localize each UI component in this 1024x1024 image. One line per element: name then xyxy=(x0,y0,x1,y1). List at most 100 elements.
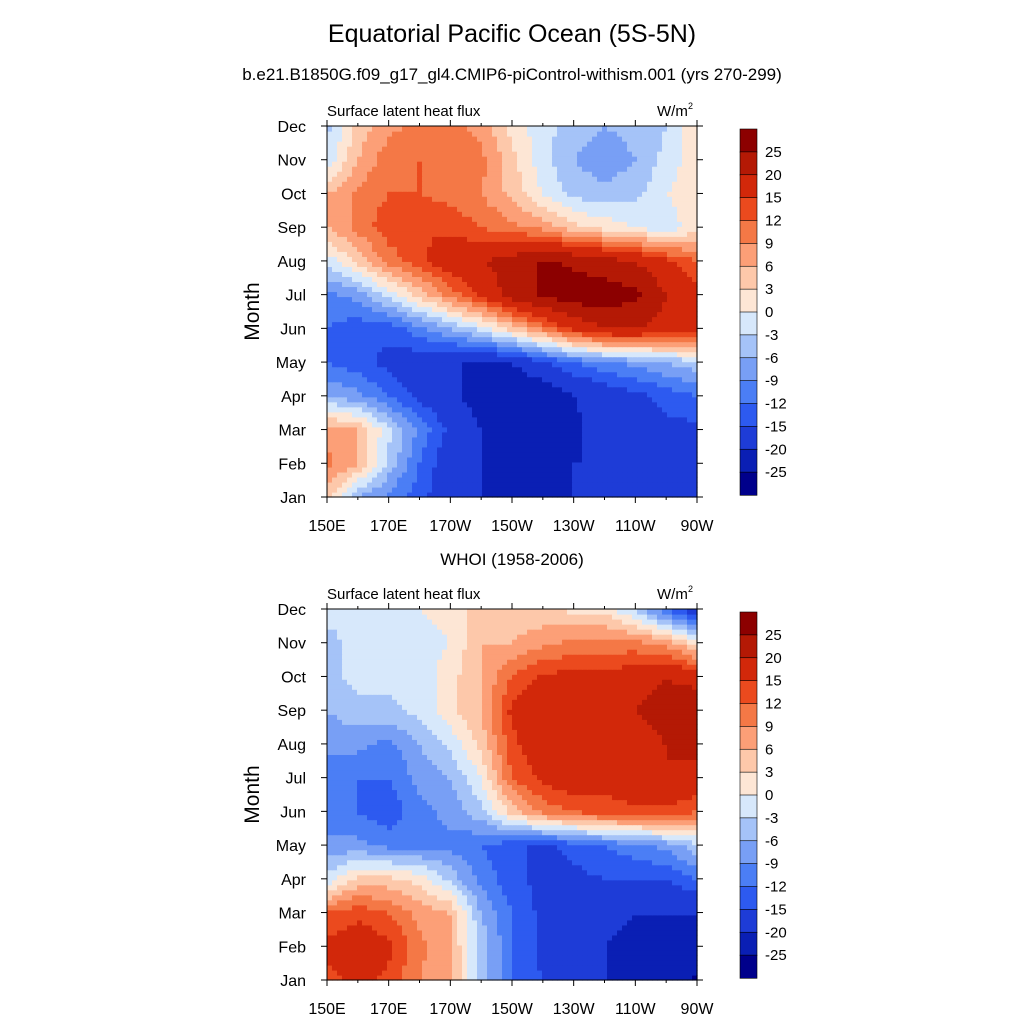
heatmap-cell xyxy=(572,336,578,343)
heatmap-cell xyxy=(572,236,578,242)
heatmap-cell xyxy=(672,381,678,388)
heatmap-cell xyxy=(577,251,583,257)
heatmap-cell xyxy=(687,201,693,207)
heatmap-cell xyxy=(642,336,648,343)
heatmap-cell xyxy=(327,416,333,423)
heatmap-cell xyxy=(607,276,613,283)
heatmap-cell xyxy=(602,301,608,308)
heatmap-cell xyxy=(442,396,448,403)
heatmap-cell xyxy=(347,376,353,383)
heatmap-cell xyxy=(542,461,548,468)
heatmap-cell xyxy=(447,486,453,493)
heatmap-cell xyxy=(342,171,348,177)
heatmap-cell xyxy=(487,411,493,418)
heatmap-cell xyxy=(597,216,603,222)
heatmap-cell xyxy=(647,336,653,343)
heatmap-cell xyxy=(497,251,503,257)
heatmap-cell xyxy=(557,266,563,272)
heatmap-cell xyxy=(342,201,348,207)
heatmap-cell xyxy=(457,446,463,453)
heatmap-cell xyxy=(612,376,618,383)
heatmap-cell xyxy=(667,161,673,167)
heatmap-cell xyxy=(397,476,403,483)
heatmap-cell xyxy=(412,221,418,227)
heatmap-cell xyxy=(587,356,593,363)
heatmap-cell xyxy=(422,456,428,463)
heatmap-cell xyxy=(462,161,468,167)
heatmap-cell xyxy=(627,256,633,262)
heatmap-cell xyxy=(427,471,433,478)
heatmap-cell xyxy=(612,271,618,277)
heatmap-cell xyxy=(472,206,478,212)
heatmap-cell xyxy=(532,291,538,298)
heatmap-cell xyxy=(432,156,438,162)
heatmap-cell xyxy=(357,251,363,257)
heatmap-cell xyxy=(372,311,378,318)
heatmap-cell xyxy=(412,196,418,202)
heatmap-cell xyxy=(532,441,538,448)
heatmap-cell xyxy=(457,406,463,413)
heatmap-cell xyxy=(637,436,643,443)
heatmap-cell xyxy=(587,261,593,267)
heatmap-cell xyxy=(327,166,333,172)
heatmap-cell xyxy=(432,171,438,177)
heatmap-cell xyxy=(582,336,588,343)
heatmap-cell xyxy=(462,166,468,172)
heatmap-cell xyxy=(537,271,543,277)
heatmap-cell xyxy=(457,451,463,458)
heatmap-cell xyxy=(652,296,658,303)
heatmap-cell xyxy=(377,381,383,388)
heatmap-cell xyxy=(412,341,418,348)
heatmap-cell xyxy=(552,191,558,197)
heatmap-cell xyxy=(652,191,658,197)
heatmap-cell xyxy=(397,256,403,262)
heatmap-cell xyxy=(692,366,698,373)
heatmap-cell xyxy=(637,431,643,438)
heatmap-cell xyxy=(662,411,668,418)
heatmap-cell xyxy=(672,456,678,463)
heatmap-cell xyxy=(567,466,573,473)
heatmap-cell xyxy=(412,371,418,378)
heatmap-cell xyxy=(537,346,543,353)
heatmap-cell xyxy=(427,206,433,212)
heatmap-cell xyxy=(367,221,373,227)
heatmap-cell xyxy=(427,426,433,433)
heatmap-cell xyxy=(517,216,523,222)
heatmap-cell xyxy=(392,416,398,423)
heatmap-cell xyxy=(492,316,498,323)
heatmap-cell xyxy=(607,221,613,227)
heatmap-cell xyxy=(417,201,423,207)
heatmap-cell xyxy=(397,221,403,227)
heatmap-cell xyxy=(362,426,368,433)
heatmap-cell xyxy=(612,186,618,192)
heatmap-cell xyxy=(432,226,438,232)
heatmap-cell xyxy=(342,471,348,478)
heatmap-cell xyxy=(477,301,483,308)
heatmap-cell xyxy=(417,246,423,252)
heatmap-cell xyxy=(582,481,588,488)
heatmap-cell xyxy=(452,451,458,458)
heatmap-cell xyxy=(437,156,443,162)
heatmap-cell xyxy=(537,351,543,358)
heatmap-cell xyxy=(682,236,688,242)
heatmap-cell xyxy=(682,311,688,318)
heatmap-cell xyxy=(567,281,573,288)
heatmap-cell xyxy=(592,211,598,217)
heatmap-cell xyxy=(567,306,573,313)
heatmap-cell xyxy=(332,301,338,308)
heatmap-cell xyxy=(587,321,593,328)
heatmap-cell xyxy=(387,366,393,373)
heatmap-cell xyxy=(522,321,528,328)
heatmap-cell xyxy=(422,361,428,368)
heatmap-cell xyxy=(407,156,413,162)
heatmap-cell xyxy=(642,391,648,398)
heatmap-cell xyxy=(387,381,393,388)
heatmap-cell xyxy=(612,266,618,272)
heatmap-cell xyxy=(662,376,668,383)
heatmap-cell xyxy=(632,246,638,252)
heatmap-cell xyxy=(467,216,473,222)
heatmap-cell xyxy=(542,371,548,378)
heatmap-cell xyxy=(642,321,648,328)
heatmap-cell xyxy=(687,471,693,478)
heatmap-cell xyxy=(352,471,358,478)
